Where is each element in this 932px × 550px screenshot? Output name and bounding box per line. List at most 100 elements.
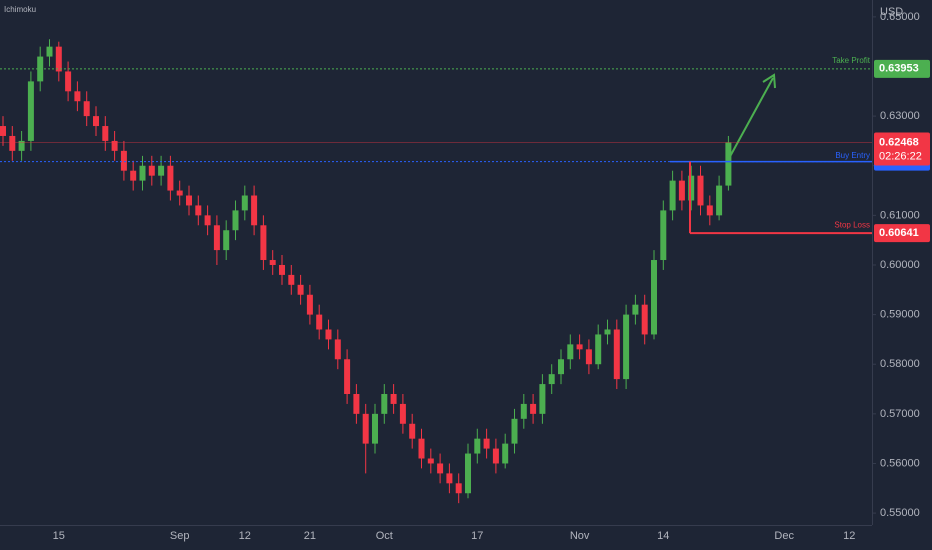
level-label: Stop Loss <box>834 220 870 229</box>
candle-body <box>130 170 137 181</box>
candle-body <box>213 225 220 251</box>
candle-body <box>427 458 434 464</box>
candle-body <box>483 438 490 449</box>
candle-body <box>353 393 360 414</box>
x-tick-label: Sep <box>170 530 190 542</box>
x-tick-label: Dec <box>774 530 794 542</box>
candle-body <box>158 165 165 176</box>
candle-body <box>688 175 695 201</box>
target-arrow <box>726 77 774 163</box>
candle-body <box>641 304 648 335</box>
level-tag-label: 0.60641 <box>879 227 919 239</box>
x-tick-label: Oct <box>376 530 393 542</box>
candle-body <box>344 359 351 394</box>
candle-body <box>195 205 202 216</box>
candle-body <box>716 185 723 216</box>
candle-body <box>409 423 416 439</box>
candle-body <box>530 403 537 414</box>
candle-body <box>437 463 444 474</box>
currency-label: USD <box>880 6 903 18</box>
candle-body <box>390 393 397 404</box>
x-tick-label: 15 <box>53 530 65 542</box>
x-tick-label: 21 <box>304 530 316 542</box>
candle-body <box>120 150 127 171</box>
candle-body <box>102 126 109 141</box>
candle-body <box>502 443 509 464</box>
candle-body <box>455 483 462 494</box>
candle-body <box>697 175 704 206</box>
y-tick-label: 0.60000 <box>880 259 920 271</box>
y-tick-label: 0.58000 <box>880 358 920 370</box>
candle-body <box>223 230 230 251</box>
candle-body <box>678 180 685 201</box>
level-tag <box>874 59 930 78</box>
countdown-label: 02:26:22 <box>879 150 922 162</box>
candle-body <box>632 304 639 315</box>
y-tick-label: 0.59000 <box>880 309 920 321</box>
candle-body <box>576 344 583 350</box>
candle-body <box>93 116 99 127</box>
x-tick-label: 17 <box>471 530 483 542</box>
candle-body <box>399 403 406 424</box>
candle-body <box>279 264 285 275</box>
candle-body <box>139 165 146 181</box>
candle-body <box>558 359 564 375</box>
y-tick-label: 0.63000 <box>880 110 920 122</box>
candle-body <box>669 180 676 211</box>
candle-body <box>660 210 667 261</box>
candle-body <box>520 403 527 419</box>
candle-body <box>325 329 332 340</box>
candle-body <box>204 215 211 226</box>
level-label: Buy Entry <box>835 151 870 160</box>
candle-body <box>18 140 25 151</box>
candle-body <box>232 210 239 231</box>
x-tick-label: 12 <box>843 530 855 542</box>
indicator-label: Ichimoku <box>4 5 36 14</box>
x-tick-label: 12 <box>239 530 251 542</box>
candle-body <box>334 339 341 360</box>
candle-body <box>623 314 630 380</box>
candle-body <box>446 473 453 484</box>
candle-body <box>474 438 481 454</box>
candle-body <box>176 190 183 196</box>
candle-body <box>251 195 258 226</box>
candle-body <box>27 81 34 141</box>
candle-body <box>465 453 471 494</box>
candle-body <box>418 438 425 459</box>
candle-body <box>9 135 16 151</box>
candle-body <box>362 413 369 444</box>
y-tick-label: 0.61000 <box>880 209 920 221</box>
candle-body <box>651 260 657 335</box>
candle-body <box>269 260 276 265</box>
candle-body <box>65 71 72 92</box>
level-tag-label: 0.63953 <box>879 63 919 75</box>
candle-body <box>186 195 192 206</box>
current-price-tag <box>874 132 930 166</box>
current-price-label: 0.62468 <box>879 136 919 148</box>
target-arrow-head <box>762 73 776 89</box>
y-tick-label: 0.57000 <box>880 408 920 420</box>
candle-body <box>372 413 378 444</box>
candle-body <box>511 418 518 444</box>
candle-body <box>148 165 155 176</box>
candle-body <box>548 374 555 385</box>
candle-body <box>167 165 174 191</box>
candle-body <box>604 329 611 335</box>
candle-body <box>539 384 546 414</box>
candle-body <box>613 329 620 380</box>
y-tick-label: 0.65000 <box>880 11 920 23</box>
candle-body <box>316 314 323 330</box>
candle-body <box>381 393 388 414</box>
candle-body <box>725 142 732 186</box>
candle-body <box>288 274 295 285</box>
candle-body <box>0 126 6 136</box>
level-tag <box>874 224 930 243</box>
level-label: Take Profit <box>832 56 871 65</box>
candle-body <box>46 46 53 57</box>
candle-body <box>706 205 713 216</box>
candle-body <box>83 101 90 117</box>
candle-body <box>567 344 574 360</box>
candle-body <box>260 225 267 261</box>
